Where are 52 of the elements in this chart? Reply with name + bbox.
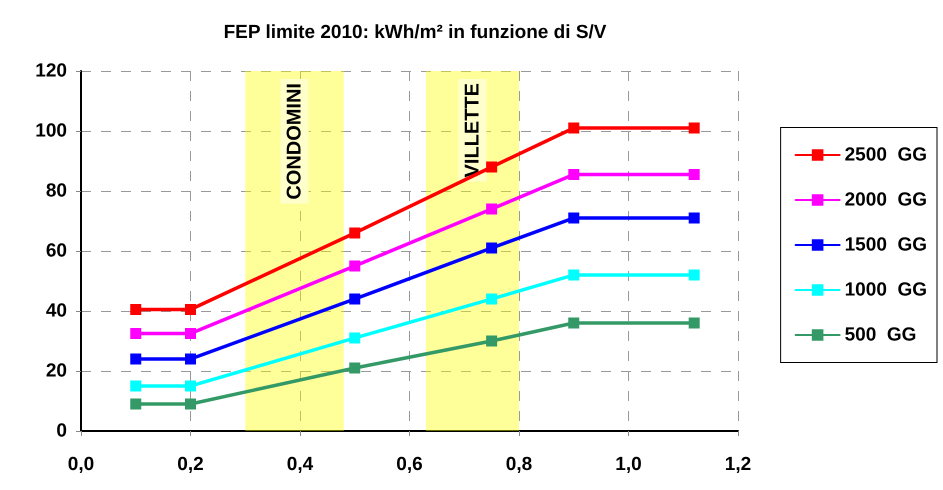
- point: [130, 354, 142, 364]
- point: [486, 162, 498, 172]
- y-tick-label: 60: [46, 240, 67, 262]
- point: [486, 294, 498, 304]
- x-tick-label: 1,2: [724, 454, 752, 475]
- point: [130, 380, 142, 392]
- x-tick-label: 0,0: [68, 454, 94, 475]
- band-label: CONDOMINI: [284, 83, 306, 200]
- legend-label: 2500 GG: [844, 144, 928, 166]
- chart-title: FEP limite 2010: kWh/m² in funzione di S/V: [224, 22, 607, 43]
- point: [130, 304, 142, 315]
- point: [130, 328, 142, 339]
- point: [568, 318, 580, 328]
- legend-label: 2000 GG: [844, 190, 928, 210]
- y-tick-label: 40: [46, 300, 67, 322]
- x-tick-label: 0,4: [286, 454, 314, 475]
- x-tick-label: 1,0: [615, 454, 642, 475]
- point: [568, 270, 580, 280]
- point: [349, 260, 360, 272]
- y-tick-label: 80: [46, 180, 67, 202]
- point: [130, 398, 142, 410]
- x-tick-label: 0,6: [396, 454, 423, 475]
- point: [568, 122, 580, 134]
- legend-label: 500 GG: [844, 324, 916, 346]
- point: [185, 398, 196, 410]
- point: [185, 328, 196, 339]
- point: [349, 228, 360, 238]
- point: [688, 318, 700, 328]
- point: [486, 336, 498, 346]
- point: [688, 270, 700, 280]
- point: [486, 242, 498, 254]
- y-tick-label: 100: [35, 120, 67, 142]
- legend-label: 1000 GG: [844, 280, 928, 300]
- point: [568, 212, 580, 224]
- legend-label: 1500 GG: [844, 234, 928, 256]
- point: [688, 122, 700, 134]
- point: [349, 294, 360, 304]
- point: [688, 169, 700, 180]
- point: [486, 204, 498, 214]
- point: [349, 332, 360, 344]
- point: [568, 169, 580, 180]
- point: [185, 304, 196, 315]
- x-tick-label: 0,8: [506, 454, 532, 475]
- band-label: VILLETTE: [461, 83, 484, 178]
- point: [185, 380, 196, 392]
- y-tick-label: 20: [46, 360, 67, 382]
- point: [688, 212, 700, 224]
- point: [349, 362, 360, 374]
- point: [185, 354, 196, 364]
- y-tick-label: 0: [56, 420, 67, 442]
- x-tick-label: 0,2: [177, 454, 204, 475]
- y-tick-label: 120: [35, 60, 67, 82]
